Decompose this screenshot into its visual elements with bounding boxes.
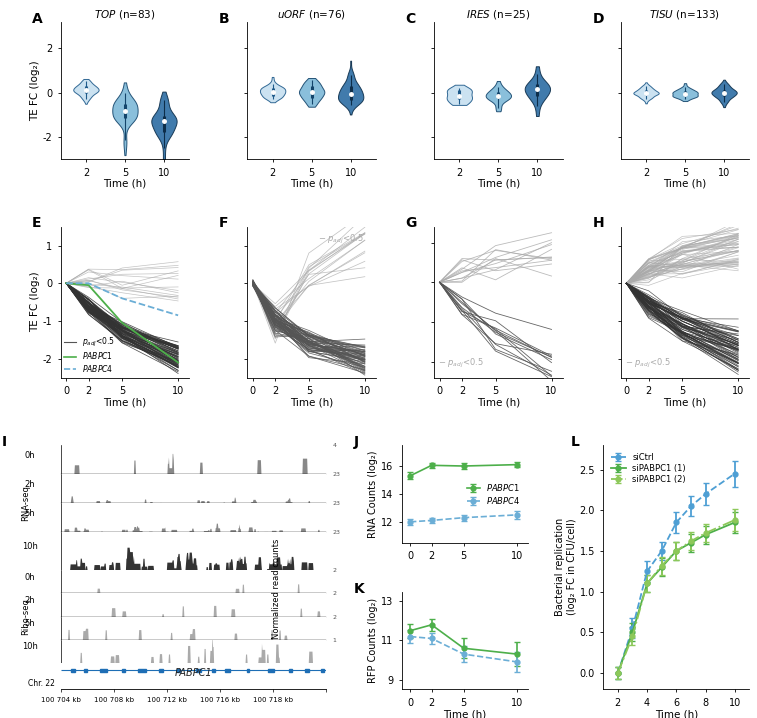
Y-axis label: 2h: 2h (25, 596, 36, 605)
Y-axis label: 0h: 0h (25, 573, 36, 582)
Bar (85, 668, 87, 672)
Bar (122, 668, 125, 672)
X-axis label: Time (h): Time (h) (103, 397, 147, 407)
Text: E: E (33, 216, 42, 230)
Text: D: D (592, 12, 604, 26)
Text: A: A (33, 12, 43, 26)
Text: L: L (571, 435, 580, 449)
Text: F: F (219, 216, 229, 230)
Bar (226, 668, 229, 672)
X-axis label: Time (h): Time (h) (290, 179, 333, 189)
Text: RNA-seq: RNA-seq (21, 485, 30, 521)
Y-axis label: 0h: 0h (25, 451, 36, 460)
Title: $\it{IRES}$ (n=25): $\it{IRES}$ (n=25) (466, 8, 531, 21)
X-axis label: Time (h): Time (h) (443, 709, 487, 718)
X-axis label: Time (h): Time (h) (103, 179, 147, 189)
Text: B: B (219, 12, 229, 26)
Y-axis label: RNA Counts (log₂): RNA Counts (log₂) (368, 450, 378, 538)
Text: Ribo-seq: Ribo-seq (21, 598, 30, 635)
Title: $\it{uORF}$ (n=76): $\it{uORF}$ (n=76) (277, 8, 346, 21)
Y-axis label: Bacterial replication
(log₂ FC in CFU/cell): Bacterial replication (log₂ FC in CFU/ce… (555, 518, 577, 616)
Bar (177, 668, 180, 672)
Y-axis label: 5h: 5h (25, 509, 36, 518)
Y-axis label: 10h: 10h (22, 542, 38, 551)
Text: J: J (354, 435, 359, 449)
Text: $-$ $p_{adj}$<0.5: $-$ $p_{adj}$<0.5 (438, 357, 484, 370)
Legend: $\it{PABPC1}$, $\it{PABPC4}$: $\it{PABPC1}$, $\it{PABPC4}$ (464, 479, 524, 509)
X-axis label: Time (h): Time (h) (477, 397, 520, 407)
Text: C: C (406, 12, 416, 26)
Text: K: K (354, 582, 364, 596)
Text: G: G (406, 216, 417, 230)
Y-axis label: 5h: 5h (25, 619, 36, 628)
Text: I: I (2, 435, 8, 449)
Legend: siCtrl, siPABPC1 (1), siPABPC1 (2): siCtrl, siPABPC1 (1), siPABPC1 (2) (607, 449, 690, 487)
Bar (101, 668, 107, 672)
Bar (289, 668, 292, 672)
Y-axis label: 10h: 10h (22, 643, 38, 651)
Bar (196, 668, 201, 672)
Title: $\it{TISU}$ (n=133): $\it{TISU}$ (n=133) (650, 8, 721, 21)
Text: Normalized read counts: Normalized read counts (272, 538, 281, 639)
X-axis label: Time (h): Time (h) (477, 179, 520, 189)
Y-axis label: 2h: 2h (25, 480, 36, 489)
Bar (305, 668, 310, 672)
X-axis label: Time (h): Time (h) (290, 397, 333, 407)
Text: PABPC1: PABPC1 (175, 668, 212, 679)
Text: $-$ $p_{adj}$<0.5: $-$ $p_{adj}$<0.5 (625, 357, 670, 370)
X-axis label: Time (h): Time (h) (663, 397, 707, 407)
Text: Chr. 22: Chr. 22 (28, 679, 55, 688)
Y-axis label: RFP Counts (log₂): RFP Counts (log₂) (369, 598, 378, 683)
Bar (212, 668, 215, 672)
Title: $\it{TOP}$ (n=83): $\it{TOP}$ (n=83) (94, 8, 156, 21)
Y-axis label: TE FC (log₂): TE FC (log₂) (30, 60, 39, 121)
X-axis label: Time (h): Time (h) (663, 179, 707, 189)
Bar (138, 668, 145, 672)
Bar (321, 668, 324, 672)
Bar (268, 668, 274, 672)
Bar (247, 668, 249, 672)
Legend: $p_{adj}$<0.5, $\it{PABPC1}$, $\it{PABPC4}$: $p_{adj}$<0.5, $\it{PABPC1}$, $\it{PABPC… (64, 335, 115, 374)
Bar (71, 668, 76, 672)
Y-axis label: TE FC (log₂): TE FC (log₂) (30, 272, 39, 332)
Text: H: H (592, 216, 604, 230)
Text: $-$ $p_{adj}$<0.5: $-$ $p_{adj}$<0.5 (318, 233, 364, 246)
Bar (159, 668, 164, 672)
X-axis label: Time (h): Time (h) (655, 709, 698, 718)
